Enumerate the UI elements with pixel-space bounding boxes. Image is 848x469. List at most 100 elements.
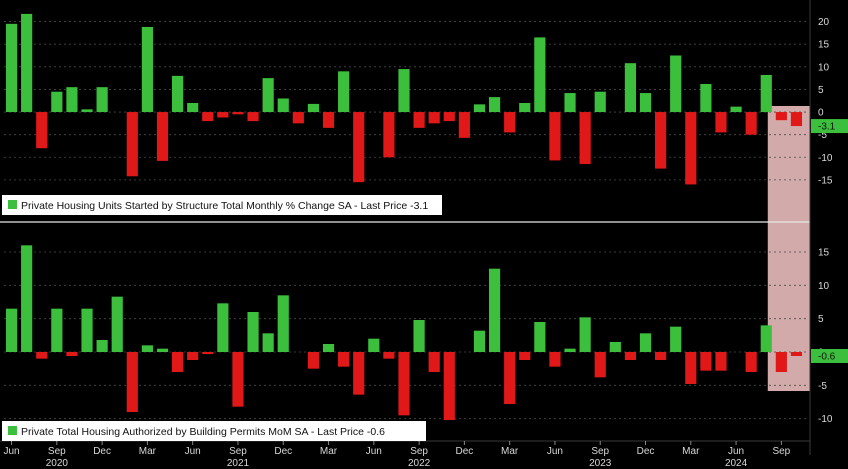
y-tick-label: 10 <box>818 281 830 292</box>
x-month-label: Jun <box>185 446 201 457</box>
x-month-label: Mar <box>139 446 157 457</box>
bar <box>141 345 153 352</box>
bar <box>655 112 667 169</box>
bar <box>96 87 108 113</box>
bar <box>232 112 244 115</box>
bar <box>579 112 591 165</box>
y-tick-label: 5 <box>818 85 824 96</box>
bar <box>519 352 531 360</box>
bar <box>504 352 516 404</box>
bar <box>277 98 289 113</box>
starts-panel: 20 15 10 5 0 -5 -10 -15 -3.1 <box>4 13 848 186</box>
bar <box>322 344 335 352</box>
x-month-label: Sep <box>772 446 790 457</box>
bar <box>172 352 184 372</box>
x-month-label: Dec <box>637 446 655 457</box>
bar <box>594 91 606 113</box>
bar <box>670 326 682 352</box>
bar <box>715 352 727 371</box>
bar <box>624 352 636 360</box>
x-month-label: Jun <box>728 446 744 457</box>
y-tick-label: -5 <box>818 130 827 141</box>
bar <box>262 78 274 113</box>
bar <box>338 71 350 113</box>
last-price-label: -0.6 <box>818 352 836 363</box>
x-year-label: 2020 <box>46 458 69 469</box>
y-tick-label: 0 <box>818 108 824 119</box>
bar <box>81 308 93 352</box>
x-month-label: Jun <box>3 446 19 457</box>
bar <box>549 112 561 161</box>
bar <box>745 112 757 135</box>
bar <box>519 103 531 113</box>
x-month-label: Jun <box>547 446 563 457</box>
bar <box>564 348 576 352</box>
bar <box>277 295 289 352</box>
bar <box>413 320 425 352</box>
bar <box>790 112 803 127</box>
bar <box>111 296 123 352</box>
bar <box>685 112 697 185</box>
bar <box>353 352 365 395</box>
y-tick-label: -10 <box>818 153 833 164</box>
bar <box>775 352 787 372</box>
last-price-badge <box>811 119 848 134</box>
bar <box>549 352 561 367</box>
bar <box>564 93 576 113</box>
x-month-label: Sep <box>229 446 247 457</box>
y-tick-label: -15 <box>818 175 833 186</box>
x-year-label: 2021 <box>227 458 250 469</box>
bar <box>443 112 455 122</box>
x-month-label: Sep <box>591 446 609 457</box>
bar <box>307 103 320 113</box>
bar <box>488 268 501 352</box>
y-tick-label: 5 <box>818 314 824 325</box>
bar <box>21 13 33 113</box>
legend-permits: Private Total Housing Authorized by Buil… <box>2 421 426 441</box>
legend-starts: Private Housing Units Started by Structu… <box>2 195 442 215</box>
y-tick-label: 15 <box>818 40 830 51</box>
bar <box>202 352 214 354</box>
bar <box>217 112 229 118</box>
bar <box>398 352 410 416</box>
bar <box>292 112 304 124</box>
bar <box>36 352 48 359</box>
bar <box>639 333 652 352</box>
bar <box>202 112 214 122</box>
bar <box>488 97 501 113</box>
bar <box>338 352 350 367</box>
x-month-label: Jun <box>366 446 382 457</box>
bar <box>730 106 742 113</box>
x-year-label: 2024 <box>725 458 748 469</box>
bar <box>624 63 636 113</box>
bar <box>473 330 486 352</box>
bar <box>156 348 169 352</box>
bar <box>413 112 425 128</box>
bar <box>609 342 621 352</box>
bar <box>247 312 259 352</box>
x-month-label: Dec <box>274 446 292 457</box>
last-price-label: -3.1 <box>818 122 836 133</box>
bar <box>443 352 455 420</box>
y-tick-label: 15 <box>818 248 830 259</box>
bar <box>217 303 229 352</box>
legend-permits-box <box>2 421 426 441</box>
bar <box>66 87 78 113</box>
bar <box>428 352 440 372</box>
x-month-label: Sep <box>48 446 66 457</box>
bar <box>383 112 395 158</box>
bar <box>655 352 667 360</box>
bar <box>473 104 486 113</box>
y-tick-label: 20 <box>818 17 830 28</box>
legend-starts-swatch <box>8 200 17 209</box>
bar <box>715 112 727 133</box>
y-tick-label: -5 <box>818 381 827 392</box>
bar <box>700 352 712 371</box>
bar <box>232 352 244 407</box>
bar <box>187 103 199 113</box>
bar <box>51 91 63 113</box>
bar <box>534 322 546 352</box>
